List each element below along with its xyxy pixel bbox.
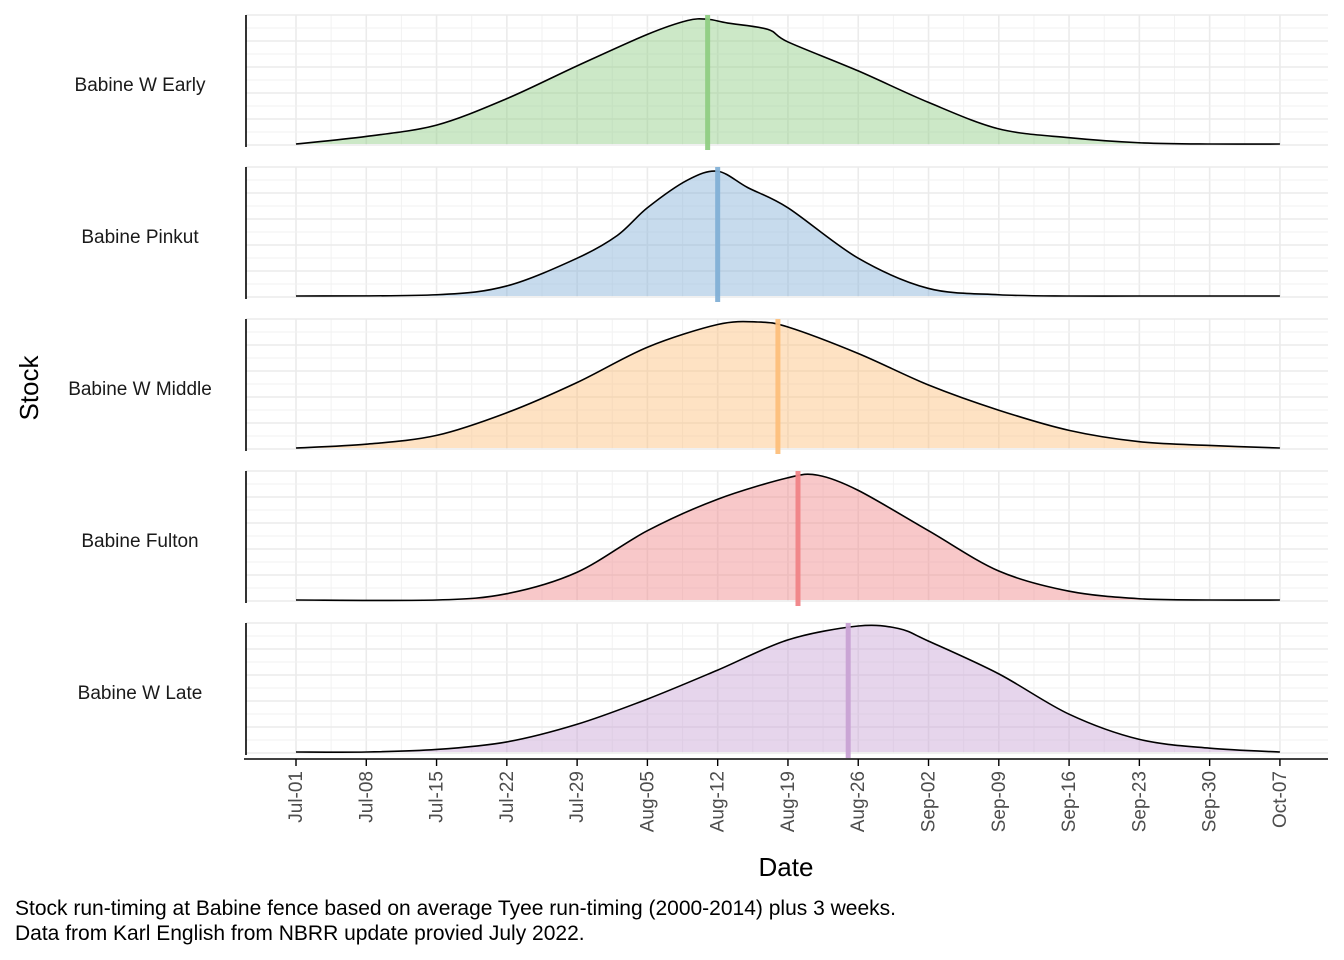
stock-label-5: Babine W Late [78, 683, 203, 704]
density-area-4 [296, 474, 1280, 601]
x-tick-label: Aug-19 [778, 771, 799, 832]
density-outline-2 [295, 170, 1280, 297]
stock-label-2: Babine Pinkut [81, 227, 199, 248]
labels: Babine W Early Babine Pinkut Babine W Midd… [68, 75, 1291, 832]
stock-label-4: Babine Fulton [81, 531, 198, 552]
x-tick-label: Jul-22 [497, 771, 518, 823]
y-axis-title: Stock [14, 354, 44, 420]
x-tick-label: Sep-02 [919, 771, 940, 832]
stock-label-1: Babine W Early [75, 75, 206, 96]
density-area-2 [296, 171, 1280, 297]
x-tick-label: Sep-30 [1200, 771, 1221, 832]
x-tick-label: Sep-09 [989, 771, 1010, 832]
density-area-1 [296, 18, 1280, 145]
x-tick-label: Aug-26 [848, 771, 869, 832]
density-areas [295, 18, 1280, 753]
caption: Stock run-timing at Babine fence based o… [15, 896, 896, 946]
x-tick-label: Sep-23 [1129, 771, 1150, 832]
x-axis-title: Date [759, 852, 814, 882]
median-lines [705, 15, 851, 758]
stock-label-3: Babine W Middle [68, 379, 212, 400]
caption-line-1: Stock run-timing at Babine fence based o… [15, 897, 896, 920]
x-tick-label: Jul-08 [356, 771, 377, 823]
x-tick-label: Oct-07 [1270, 771, 1291, 828]
grid [246, 14, 1328, 754]
run-timing-chart: Babine W Early Babine Pinkut Babine W Midd… [14, 14, 1328, 882]
axes [244, 15, 1328, 766]
x-tick-label: Jul-01 [286, 771, 307, 823]
x-tick-label: Aug-05 [637, 771, 658, 832]
density-outline-1 [295, 18, 1280, 145]
density-outline-4 [295, 473, 1280, 602]
density-outline-5 [295, 624, 1280, 753]
density-area-5 [296, 625, 1280, 753]
caption-line-2: Data from Karl English from NBRR update … [15, 922, 585, 945]
x-tick-label: Aug-12 [708, 771, 729, 832]
x-tick-label: Sep-16 [1059, 771, 1080, 832]
density-outline-3 [295, 320, 1280, 449]
x-tick-label: Jul-29 [567, 771, 588, 823]
density-area-3 [296, 321, 1280, 448]
x-tick-label: Jul-15 [427, 771, 448, 823]
